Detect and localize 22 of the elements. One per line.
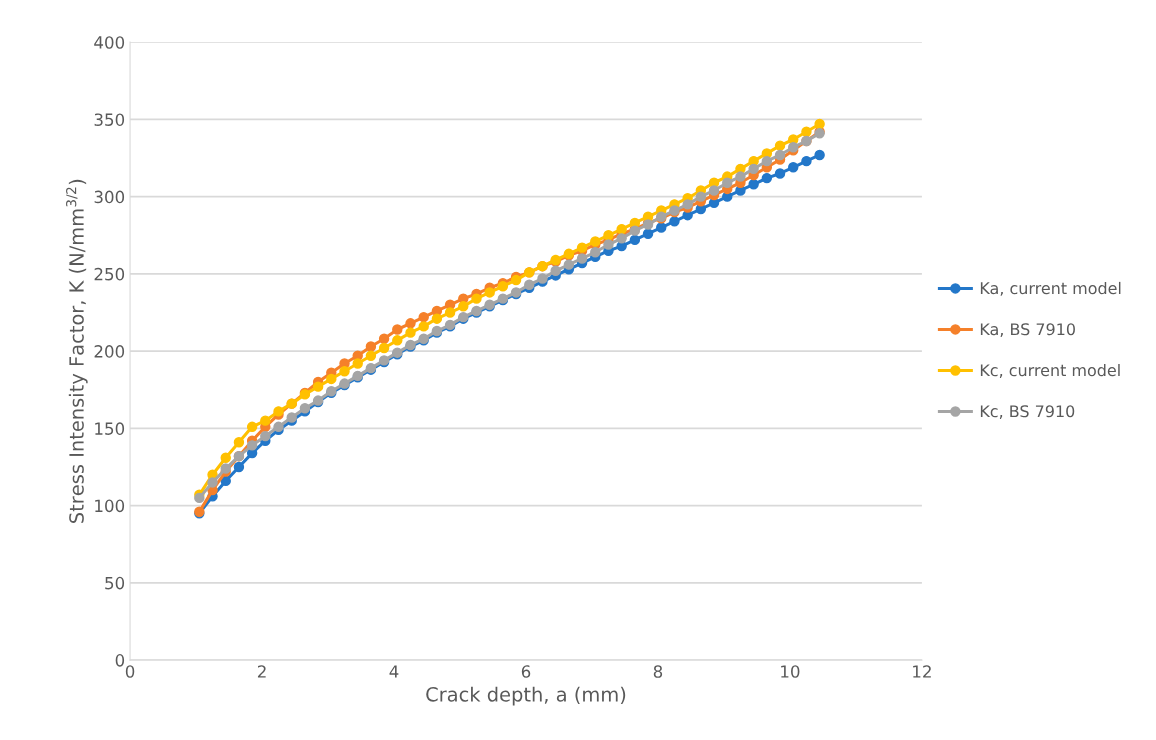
y-tick-label: 0 xyxy=(115,654,125,667)
y-tick-label: 200 xyxy=(94,345,125,358)
y-tick-label: 250 xyxy=(94,267,125,281)
y-tick-label: 50 xyxy=(105,576,125,590)
y-tick-label: 150 xyxy=(95,422,125,435)
y-tick-label: 400 xyxy=(94,36,125,49)
legend-label: Ka, current model xyxy=(980,281,1121,296)
legend-label: Kc, BS 7910 xyxy=(980,405,1075,419)
y-tick-label: 300 xyxy=(94,190,125,204)
x-tick-label: 12 xyxy=(913,665,931,678)
x-tick-label: 8 xyxy=(653,665,663,678)
legend-label: Ka, BS 7910 xyxy=(980,323,1075,337)
x-tick-label: 10 xyxy=(781,665,800,678)
x-axis-title: Crack depth, a (mm) xyxy=(426,686,626,706)
x-tick-label: 2 xyxy=(257,665,266,678)
x-tick-label: 0 xyxy=(125,665,135,678)
y-tick-label: 350 xyxy=(94,113,125,126)
x-tick-label: 6 xyxy=(521,665,531,678)
x-tick-label: 4 xyxy=(389,665,399,678)
y-axis-title: Stress Intensity Factor, K (N/mm$^{3/2}$) xyxy=(66,179,88,523)
legend-label: Kc, current model xyxy=(980,363,1120,378)
y-tick-label: 100 xyxy=(95,499,125,513)
